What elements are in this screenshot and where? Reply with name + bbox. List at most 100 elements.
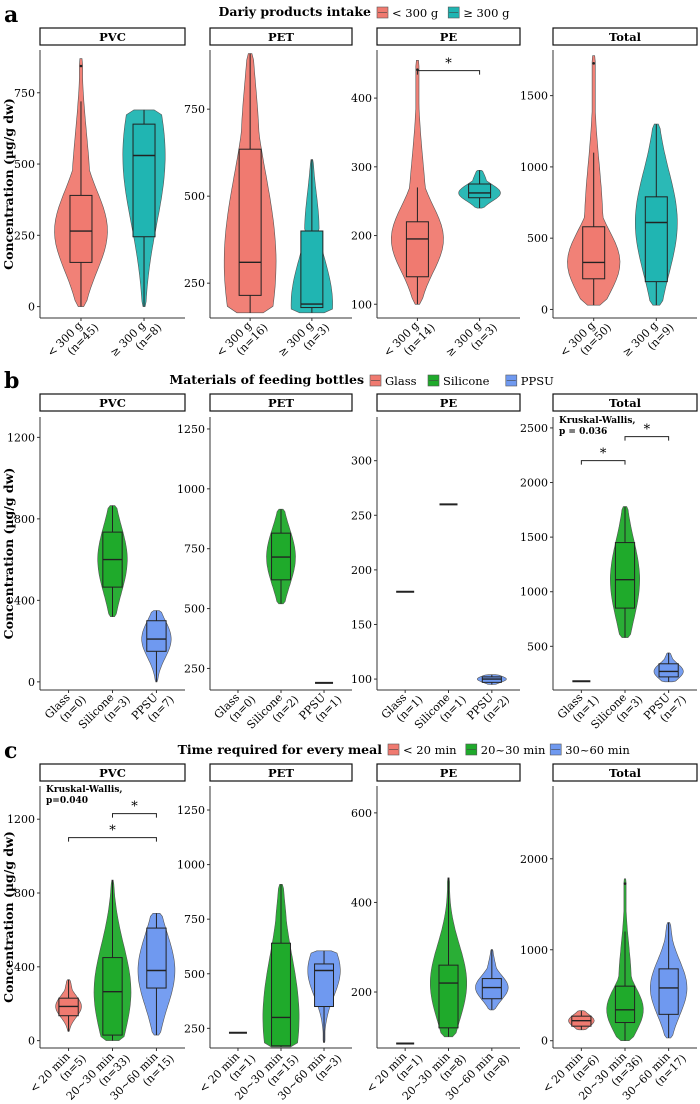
box (658, 968, 679, 1015)
y-tick-label: 400 (351, 896, 372, 909)
x-tick-label: PPSU(n=7) (129, 684, 177, 732)
facet-strip (209, 27, 353, 46)
facet-strip (376, 763, 521, 782)
panel-title: Materials of feeding bottles (169, 372, 364, 387)
significance-star: * (644, 423, 651, 438)
y-tick-label: 1200 (7, 431, 35, 444)
legend-label: 30~60 min (565, 743, 630, 757)
facet-total: Total5001000150020002500Glass(n=1)Silico… (520, 393, 698, 732)
panel-a: a Dariy products intake < 300 g ≥ 300 g Conc… (1, 2, 698, 369)
x-tick-label: PPSU(n=7) (641, 684, 689, 732)
box (468, 183, 492, 199)
y-tick-label: 250 (184, 277, 205, 290)
group-1: ≥ 300 g(n=3) (443, 170, 501, 359)
box (102, 957, 123, 1036)
y-tick-label: 750 (184, 913, 205, 926)
legend: < 20 min 20~30 min 30~60 min (387, 743, 630, 757)
y-tick-label: 500 (14, 158, 35, 171)
y-tick-label: 300 (351, 161, 372, 174)
y-tick-label: 750 (184, 103, 205, 116)
y-tick-label: 250 (184, 662, 205, 675)
x-tick-label: Silicone(n=3) (76, 684, 133, 741)
box (300, 230, 324, 309)
legend-item: ≥ 300 g (447, 6, 510, 20)
box (146, 620, 167, 652)
y-tick-label: 200 (351, 230, 372, 243)
panel-letter: b (4, 368, 19, 394)
x-tick-label: Silicone(n=1) (412, 684, 469, 741)
y-tick-label: 0 (28, 676, 35, 689)
y-tick-label: 500 (184, 190, 205, 203)
y-tick-label: 1500 (520, 531, 548, 544)
y-tick-label: 0 (541, 1035, 548, 1048)
facet-title: PVC (99, 766, 126, 780)
x-tick-label: ≥ 300 g(n=9) (620, 312, 677, 369)
y-axis-label: Concentration (µg/g dw) (1, 831, 16, 1003)
outlier-point (79, 64, 83, 68)
significance-star: * (445, 57, 452, 72)
legend-item: < 20 min (387, 743, 457, 757)
facet-title: Total (609, 766, 642, 780)
legend-label: < 300 g (392, 6, 439, 20)
legend-label: < 20 min (403, 743, 457, 757)
legend-label: 20~30 min (481, 743, 546, 757)
box (314, 963, 334, 1008)
y-tick-label: 0 (28, 301, 35, 314)
bracket-line (416, 70, 481, 75)
facet-title: PVC (99, 396, 126, 410)
facet-pet: PET 250 500 750 < 300 g(n=16) ≥ 300 g(n=3) (184, 27, 353, 369)
facet-total: Total 0 500 1000 1500 < 300 g(n=50) ≥ 300 g(n=… (520, 27, 698, 369)
y-tick-label: 500 (527, 232, 548, 245)
y-tick-label: 750 (14, 87, 35, 100)
legend-item: 20~30 min (465, 743, 546, 757)
x-tick-label: < 300 g(n=14) (381, 312, 438, 369)
x-tick-label: PPSU(n=2) (464, 684, 512, 732)
group-0: < 300 g(n=14) (381, 60, 444, 369)
box (132, 123, 156, 238)
group-2: PPSU(n=7) (641, 652, 689, 732)
facet-strip (376, 393, 521, 412)
y-tick-label: 1250 (177, 423, 205, 436)
y-axis-label: Concentration (µg/g dw) (1, 98, 16, 270)
test-annotation: Kruskal-Wallis, (559, 416, 636, 426)
legend-item: PPSU (505, 374, 554, 388)
y-tick-label: 1000 (177, 859, 205, 872)
facet-strip (552, 763, 698, 782)
panel-c: c Time required for every meal < 20 min 20~… (1, 738, 698, 1103)
significance-bracket: * (580, 447, 626, 465)
legend-label: Silicone (443, 374, 490, 388)
x-tick-label: ≥ 300 g(n=3) (276, 312, 333, 369)
panel-title: Dariy products intake (219, 4, 372, 19)
legend-item: 30~60 min (549, 743, 630, 757)
test-annotation: p = 0.036 (559, 427, 607, 437)
y-tick-label: 500 (527, 640, 548, 653)
y-axis-label: Concentration (µg/g dw) (1, 468, 16, 640)
legend-label: PPSU (521, 374, 554, 388)
y-tick-label: 800 (14, 887, 35, 900)
facet-title: Total (609, 30, 642, 44)
test-annotation: Kruskal-Wallis, (46, 785, 123, 795)
box (614, 542, 636, 609)
group-0: < 300 g(n=50) (557, 55, 621, 369)
legend-item: Silicone (427, 374, 490, 388)
facet-pe: PE 100 200 300 400 < 300 g(n=14) ≥ 300 g(n=3) * (351, 27, 521, 369)
x-tick-label: < 300 g(n=50) (557, 312, 614, 369)
x-tick-label: < 300 g(n=16) (214, 312, 271, 369)
group-1: ≥ 300 g(n=9) (620, 123, 678, 369)
facet-strip (552, 393, 698, 412)
facet-pvc: PVC 0 250 500 750 < 300 g(n=45) ≥ 300 g(n=8) (14, 27, 186, 359)
bracket-line (112, 813, 157, 818)
box (481, 978, 502, 1000)
y-tick-label: 500 (184, 968, 205, 981)
y-tick-label: 2500 (520, 422, 548, 435)
facet-strip (209, 763, 353, 782)
facet-title: PE (440, 30, 458, 44)
box (69, 194, 93, 263)
y-tick-label: 400 (14, 961, 35, 974)
panel-letter: a (4, 2, 18, 28)
y-tick-label: 400 (14, 594, 35, 607)
panel-title: Time required for every meal (178, 742, 383, 757)
y-tick-label: 2000 (520, 477, 548, 490)
